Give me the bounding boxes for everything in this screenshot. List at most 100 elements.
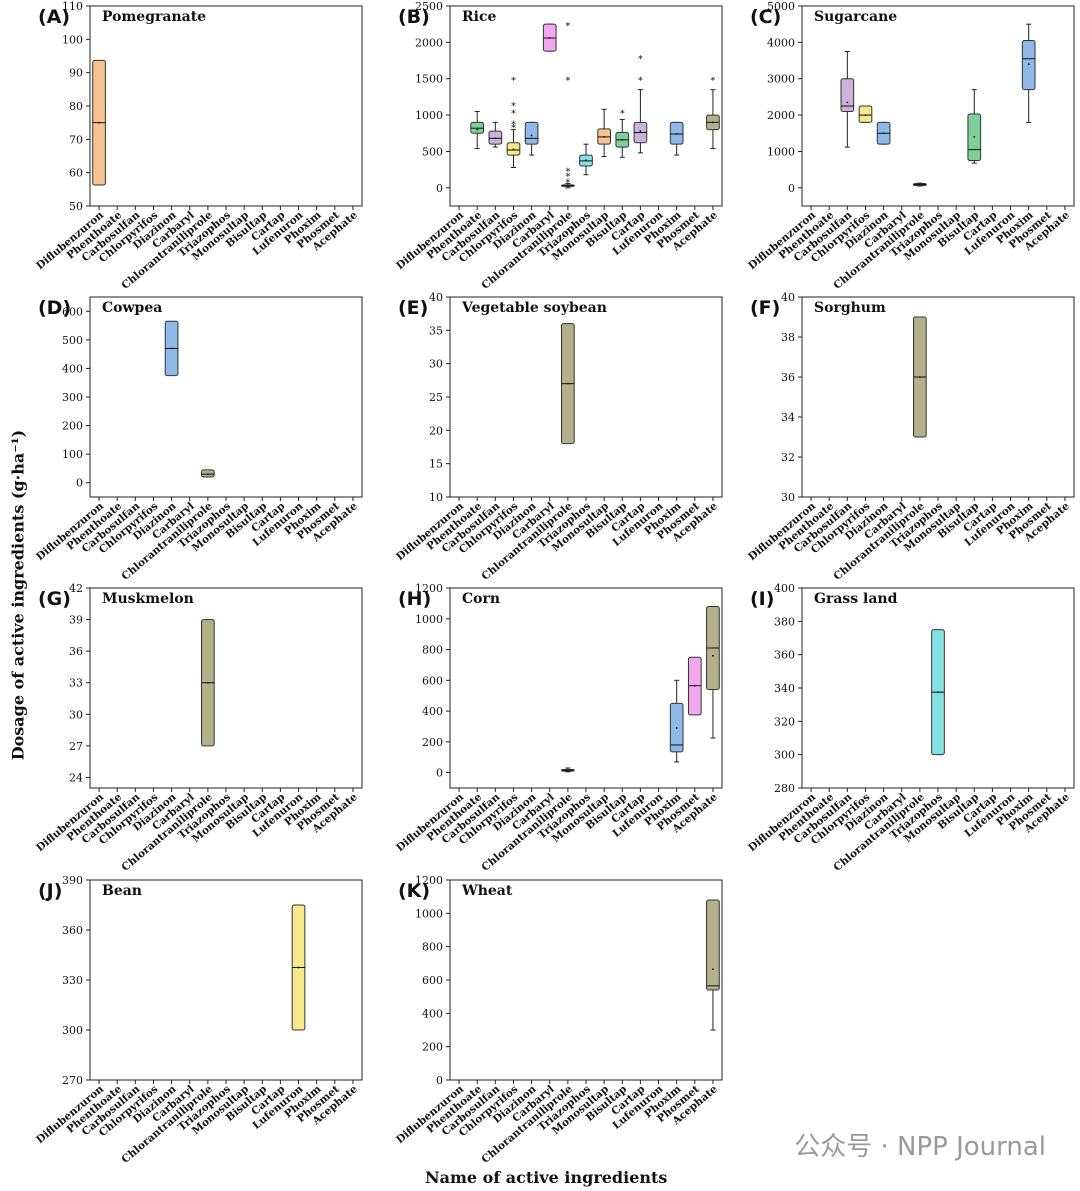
y-tick-label: 25 [429, 391, 443, 404]
chart-panel-11: (K) Wheat020040060080010001200Diflubenzur… [394, 874, 723, 1166]
chart-panel-4: (D) Cowpea0100200300400500600Diflubenzuro… [34, 296, 363, 583]
chart-panel-3: (C) Sugarcane010002000300040005000Diflube… [746, 0, 1075, 292]
plot-frame [89, 879, 363, 1081]
y-tick-label: 30 [69, 708, 83, 721]
chart-title: Grass land [814, 591, 898, 607]
y-tick-label: 360 [774, 649, 795, 662]
box-phoxim [669, 121, 684, 156]
box-triazophos [931, 629, 945, 756]
y-tick-label: 0 [76, 477, 83, 490]
outlier-marker: * [565, 178, 570, 189]
box-chlorantraniliprole [201, 619, 215, 747]
y-tick-label: 24 [69, 771, 83, 784]
mean-marker [206, 473, 209, 476]
box-acephate [706, 605, 720, 739]
mean-marker [297, 966, 300, 969]
plot-frame [449, 5, 723, 207]
panel-tag: (B) [398, 6, 430, 28]
y-tick-label: 400 [62, 362, 83, 375]
y-tick-label: 32 [781, 451, 795, 464]
y-tick-label: 340 [774, 682, 795, 695]
y-tick-label: 20 [429, 424, 443, 437]
mean-marker [566, 382, 569, 385]
box-diazinon [524, 121, 539, 156]
outlier-marker: * [565, 76, 570, 87]
mean-marker [206, 681, 209, 684]
y-tick-label: 1000 [415, 613, 443, 626]
y-tick-label: 4000 [767, 36, 795, 49]
y-tick-label: 300 [62, 1024, 83, 1037]
y-tick-label: 320 [774, 715, 795, 728]
mean-marker [566, 769, 569, 772]
box-cartap: ** [633, 54, 648, 154]
y-tick-label: 27 [69, 740, 83, 753]
box-chlorantraniliprole [913, 182, 927, 187]
box-chlorantraniliprole [561, 767, 575, 773]
mean-marker [621, 138, 624, 141]
y-tick-label: 1200 [415, 582, 443, 595]
plot-frame [89, 587, 363, 789]
chart-title: Vegetable soybean [461, 300, 607, 316]
y-tick-label: 600 [422, 674, 443, 687]
box-lufenuron [291, 904, 306, 1031]
box-phenthoate [470, 110, 485, 150]
box-body [1021, 40, 1036, 91]
y-tick-label: 2000 [767, 109, 795, 122]
box-carbosulfan [840, 50, 855, 148]
chart-title: Pomegranate [102, 9, 206, 25]
mean-marker [712, 968, 714, 971]
outlier-marker: * [511, 108, 516, 119]
plot-frame [801, 296, 1075, 498]
mean-marker [512, 148, 515, 151]
box-diazinon [164, 320, 179, 377]
mean-marker [1027, 63, 1030, 66]
y-tick-label: 500 [62, 334, 83, 347]
box-bisultap [967, 89, 982, 164]
y-tick-label: 360 [62, 924, 83, 937]
outlier-marker: * [638, 54, 643, 65]
plot-frame [449, 879, 723, 1081]
y-tick-label: 36 [781, 371, 795, 384]
y-tick-label: 2500 [415, 0, 443, 13]
mean-marker [937, 691, 939, 694]
outlier-marker: * [620, 108, 625, 119]
y-tick-label: 110 [62, 0, 83, 13]
mean-marker [918, 376, 921, 378]
mean-marker [973, 136, 976, 138]
y-tick-label: 0 [436, 767, 443, 780]
mean-marker [846, 101, 849, 104]
y-tick-label: 1500 [415, 73, 443, 86]
y-tick-label: 380 [774, 615, 795, 628]
box-carbaryl [542, 23, 557, 52]
outlier-marker: * [710, 76, 715, 87]
mean-marker [693, 684, 696, 687]
y-tick-label: 390 [62, 874, 83, 887]
box-chlorantraniliprole [201, 469, 215, 478]
outlier-marker: * [511, 101, 516, 112]
y-tick-label: 400 [774, 582, 795, 595]
y-tick-label: 800 [422, 941, 443, 954]
y-tick-label: 400 [422, 1007, 443, 1020]
chart-panel-2: (B) Rice05001000150020002500Diflubenzuron… [394, 0, 723, 292]
chart-title: Bean [102, 883, 142, 899]
y-tick-label: 600 [422, 974, 443, 987]
panel-tag: (E) [398, 297, 428, 319]
chart-title: Sugarcane [814, 9, 897, 25]
y-tick-label: 30 [781, 491, 795, 504]
y-tick-label: 0 [436, 1074, 443, 1087]
chart-title: Wheat [461, 883, 513, 899]
outlier-marker: * [638, 76, 643, 87]
mean-marker [530, 134, 533, 137]
y-tick-label: 300 [774, 749, 795, 762]
y-tick-label: 33 [69, 677, 83, 690]
y-tick-label: 280 [774, 782, 795, 795]
y-tick-label: 40 [429, 291, 443, 304]
outlier-marker: * [565, 21, 570, 32]
panel-tag: (F) [750, 297, 780, 319]
panel-tag: (A) [38, 6, 70, 28]
chart-panel-5: (E) Vegetable soybean10152025303540Diflub… [394, 291, 723, 583]
panel-tag: (G) [38, 588, 71, 610]
y-tick-label: 70 [69, 133, 83, 146]
mean-marker [585, 159, 587, 162]
